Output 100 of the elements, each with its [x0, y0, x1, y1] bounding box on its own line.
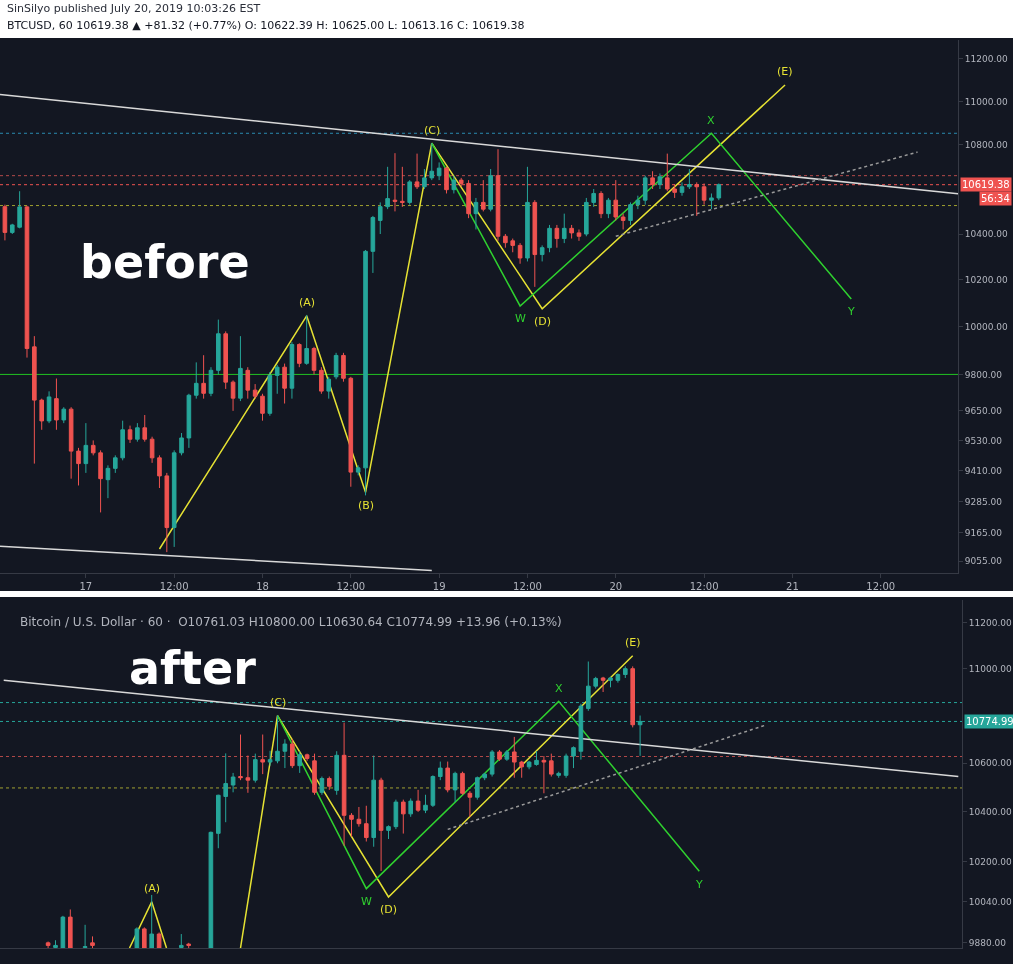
text: after [129, 641, 257, 695]
candlestick [61, 406, 67, 424]
candlestick [474, 776, 480, 801]
candlestick [46, 390, 52, 424]
candlestick [429, 142, 435, 181]
candlestick [135, 422, 140, 443]
candlestick [709, 192, 714, 210]
candlestick [488, 168, 493, 212]
candlestick [156, 932, 162, 948]
candlestick [497, 749, 502, 762]
candlestick [548, 753, 554, 778]
y-tick-label: 10400.00 [968, 807, 1013, 818]
candlestick [141, 926, 147, 948]
data-label: X [555, 682, 563, 695]
candlestick [571, 745, 576, 769]
y-tick-label: 11000.00 [964, 96, 1009, 107]
candlestick [608, 676, 613, 688]
candlestick [245, 755, 251, 794]
y-tick-label: 10000.00 [964, 321, 1009, 332]
candlestick [297, 750, 303, 774]
candlestick [252, 753, 258, 784]
text: 56:34 [981, 193, 1010, 204]
candlestick [134, 926, 140, 948]
text: before [80, 235, 250, 289]
data-label: (C) [270, 696, 287, 709]
y-tick-label: 10400.00 [964, 229, 1009, 240]
data-label: X [707, 114, 715, 127]
candlestick [519, 760, 525, 779]
text: SinSilyo published July 20, 2019 10:03:26 EST [7, 2, 261, 15]
candlestick [68, 406, 74, 480]
data-label: (A) [299, 296, 316, 309]
candlestick [216, 319, 221, 375]
candlestick [593, 676, 599, 689]
candlestick [657, 172, 663, 190]
candlestick [267, 371, 273, 417]
candlestick [186, 393, 192, 449]
y-tick-label: 9165.00 [964, 527, 1003, 538]
candlestick [2, 204, 8, 241]
candlestick [282, 738, 288, 769]
candlestick [178, 933, 184, 948]
candlestick [274, 364, 280, 395]
x-tick-label: 12:00 [159, 581, 189, 592]
candlestick [208, 366, 214, 397]
candlestick [430, 774, 436, 808]
data-label: (B) [358, 499, 375, 512]
candlestick [193, 361, 199, 400]
y-tick-label: 11000.00 [968, 663, 1013, 674]
candlestick [105, 464, 111, 499]
candlestick [363, 249, 368, 496]
candlestick [282, 363, 287, 405]
candlestick [687, 168, 692, 190]
candlestick [356, 806, 362, 828]
candlestick [400, 799, 406, 835]
candlestick [437, 761, 443, 781]
y-tick-label: 9055.00 [964, 556, 1003, 567]
candlestick [142, 414, 148, 443]
candlestick [525, 166, 530, 262]
candlestick [171, 449, 177, 548]
candlestick [628, 201, 633, 226]
x-tick-label: 12:00 [689, 581, 719, 592]
y-tick-label: 11200.00 [964, 54, 1009, 65]
candlestick [482, 772, 488, 781]
candlestick [90, 935, 95, 948]
candlestick [473, 197, 479, 230]
candlestick [561, 213, 567, 244]
candlestick [311, 346, 317, 375]
candlestick [547, 224, 552, 253]
candlestick [370, 215, 376, 274]
candlestick [576, 228, 582, 242]
candlestick [460, 771, 465, 796]
candlestick [67, 908, 73, 948]
candlestick [341, 722, 347, 847]
data-label: (A) [144, 882, 161, 895]
data-label: (C) [424, 124, 441, 137]
candlestick [517, 242, 523, 265]
candlestick [127, 425, 133, 444]
x-tick-label: 20 [609, 581, 623, 592]
candlestick [385, 166, 390, 210]
candlestick [90, 439, 96, 456]
candlestick [304, 314, 309, 366]
candlestick [341, 352, 346, 383]
candlestick [584, 197, 589, 237]
candlestick [541, 755, 547, 794]
candlestick [334, 750, 340, 796]
candlestick [445, 761, 451, 793]
y-tick-label: 9285.00 [964, 497, 1003, 508]
candlestick [630, 665, 636, 728]
candlestick [223, 330, 228, 390]
y-tick-label: 9650.00 [964, 406, 1003, 417]
candlestick [620, 213, 626, 230]
candlestick [9, 223, 15, 235]
candlestick [267, 750, 273, 767]
candlestick [230, 379, 236, 412]
candlestick [113, 454, 118, 474]
data-label: (E) [777, 65, 793, 78]
candlestick [378, 777, 384, 872]
x-tick-label: 12:00 [866, 581, 896, 592]
candlestick [289, 341, 295, 400]
candlestick [157, 454, 162, 489]
x-tick-label: 18 [256, 581, 269, 592]
